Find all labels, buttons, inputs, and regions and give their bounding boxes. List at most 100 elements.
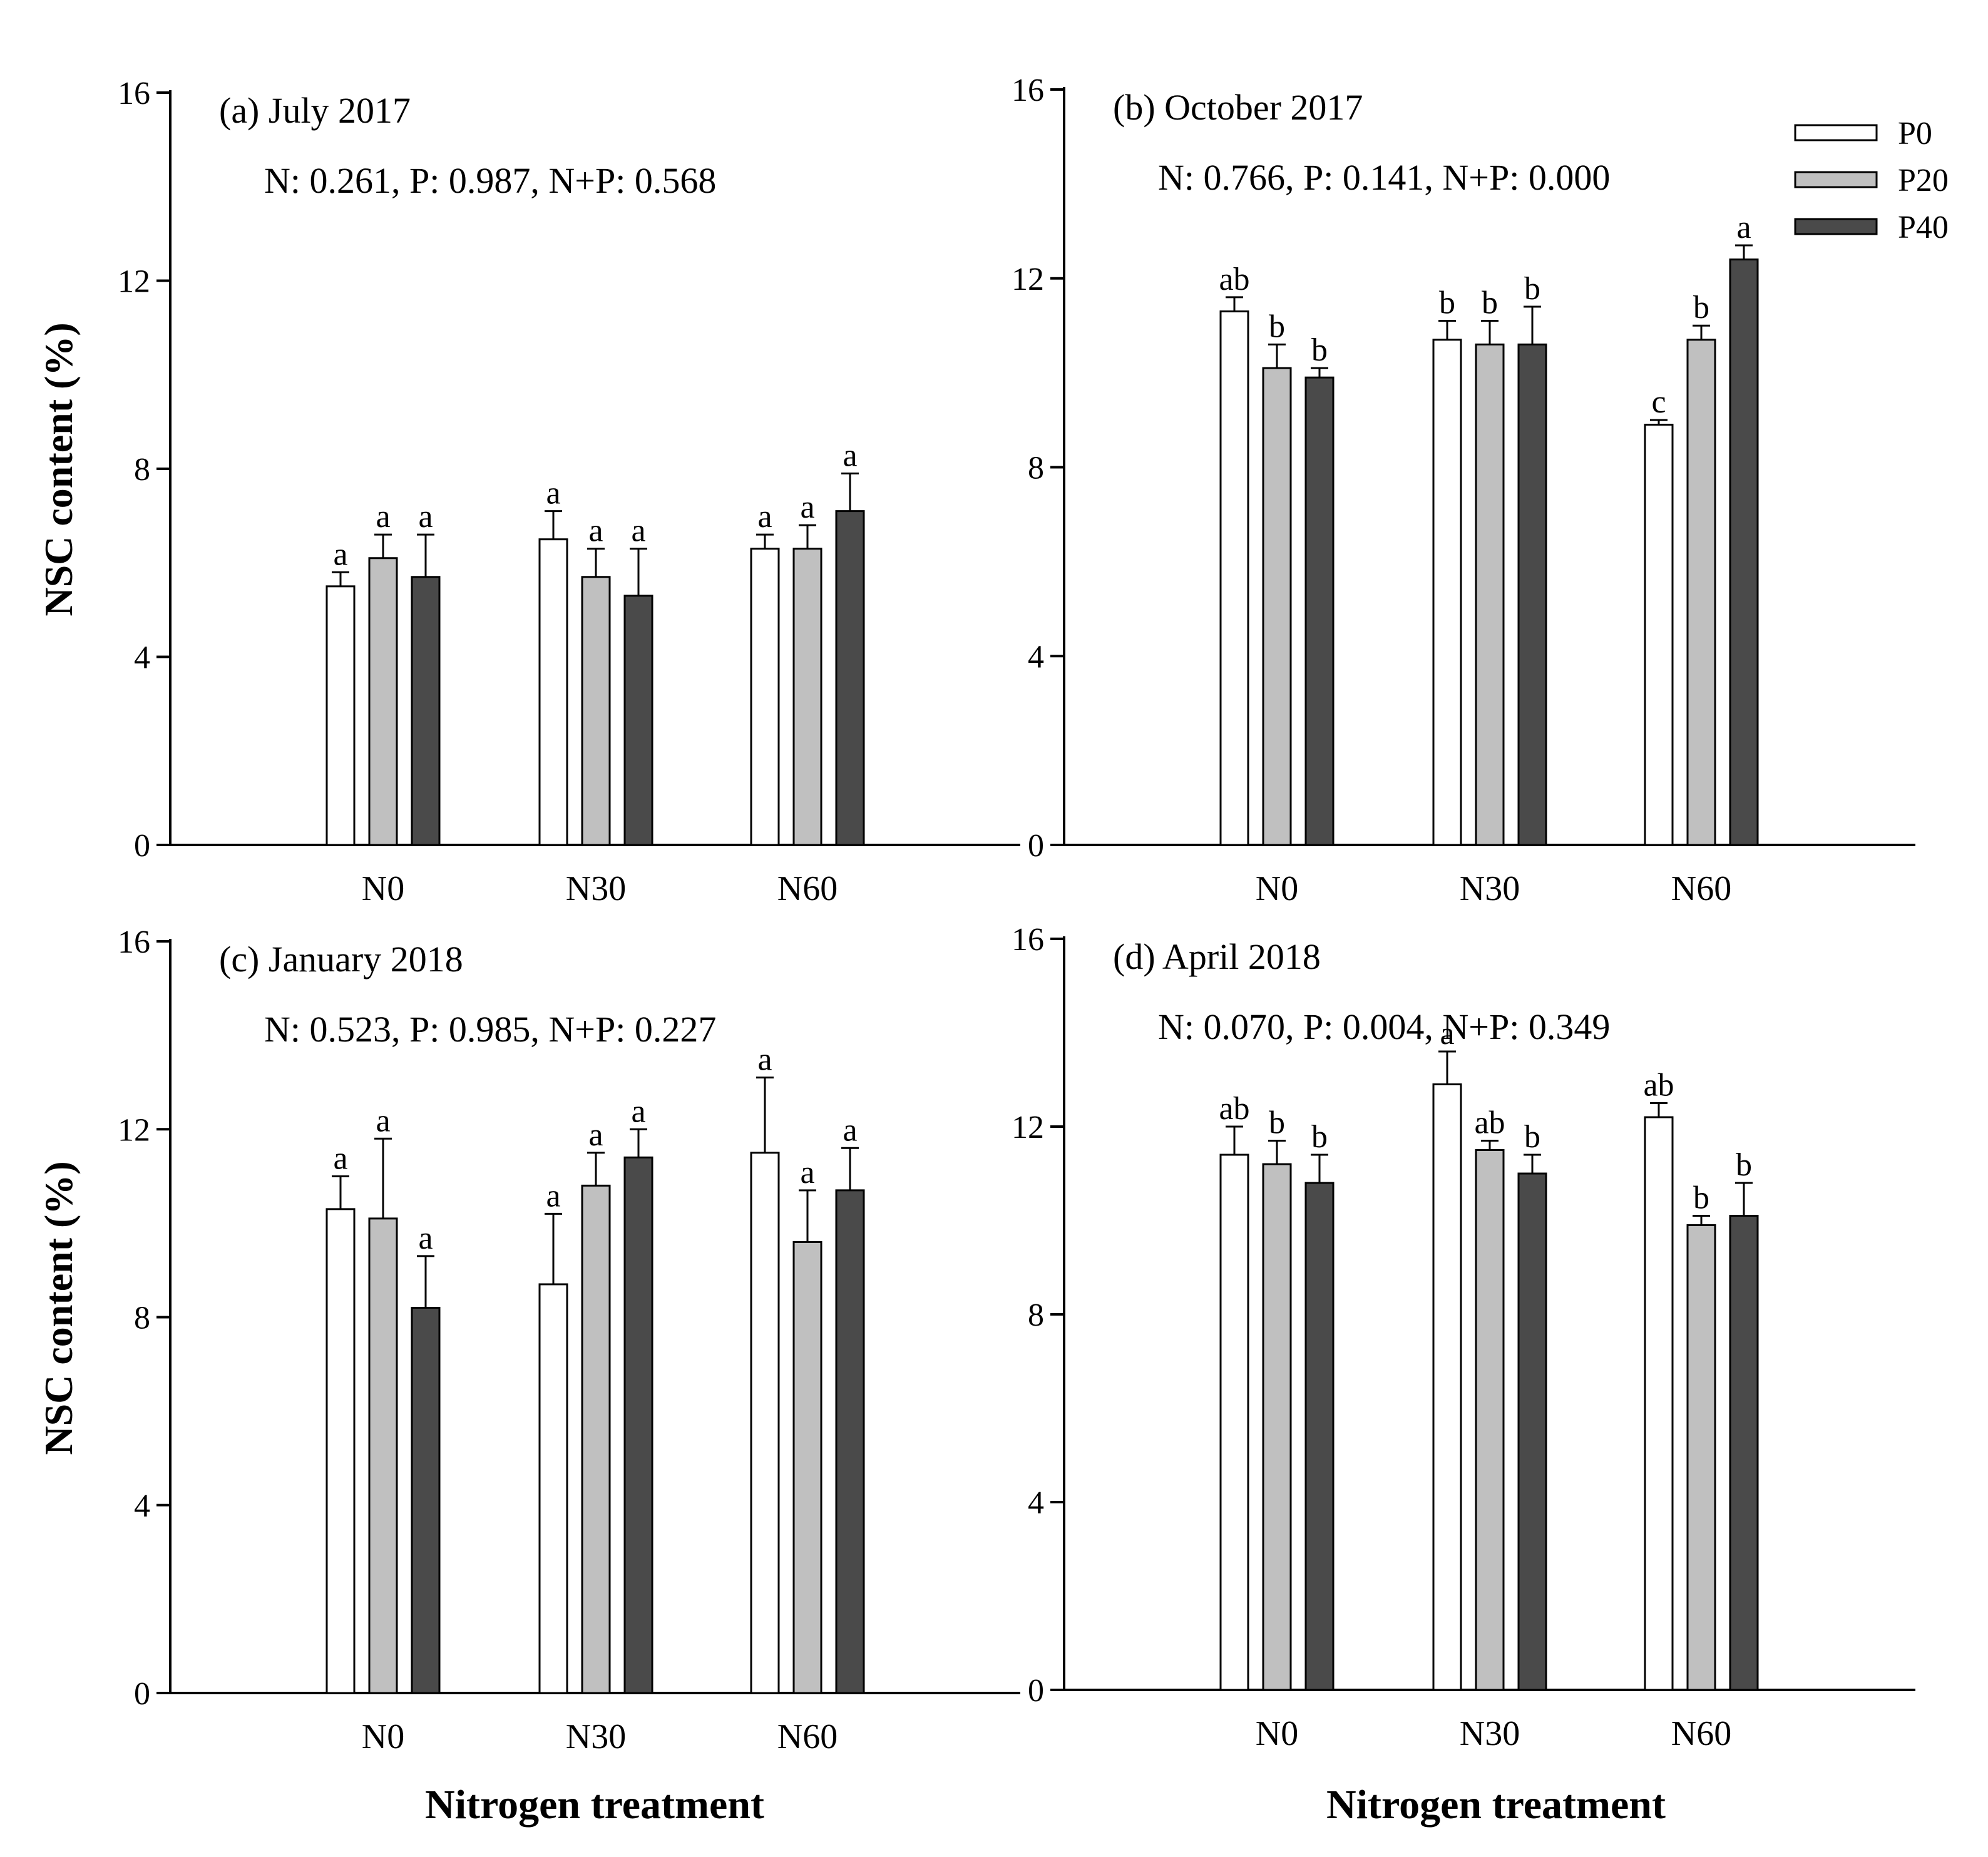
y-tick-label: 16 [118, 924, 150, 960]
bar-n60-p40 [1729, 258, 1759, 846]
y-tick-label: 12 [118, 264, 150, 300]
significance-letter: a [800, 1155, 814, 1190]
panel-title: (d) April 2018 [1113, 936, 1321, 977]
significance-letter: a [588, 1117, 603, 1153]
y-axis-label-top: NSC content (%) [36, 322, 81, 616]
x-axis-label-right: Nitrogen treatment [1326, 1782, 1666, 1828]
y-axis-label-bottom: NSC content (%) [36, 1161, 81, 1455]
legend-label-p20: P20 [1898, 163, 1949, 198]
x-tick-label: N60 [777, 1717, 838, 1756]
bar-n0-p20 [1262, 1163, 1292, 1691]
significance-letter: b [1311, 1119, 1328, 1155]
y-tick-label: 12 [1012, 1110, 1044, 1145]
bar-n0-p0 [325, 1208, 356, 1694]
significance-letter: a [631, 1093, 645, 1129]
significance-letter: a [418, 499, 433, 535]
panel-title: (b) October 2017 [1113, 87, 1363, 128]
significance-letter: a [546, 476, 560, 511]
panel-title: (c) January 2018 [219, 939, 463, 980]
significance-letter: a [1736, 210, 1751, 245]
x-tick-label: N60 [1671, 869, 1731, 908]
bar-n60-p40 [835, 1189, 865, 1694]
bar-n60-p20 [792, 1241, 822, 1694]
significance-letter: a [588, 513, 603, 549]
bar-n60-p0 [1644, 1116, 1674, 1691]
bar-n60-p0 [750, 548, 780, 846]
bar-n0-p20 [368, 1217, 398, 1694]
bar-n0-p20 [1262, 367, 1292, 846]
significance-letter: a [376, 499, 390, 535]
panel-stats: N: 0.070, P: 0.004, N+P: 0.349 [1158, 1006, 1610, 1047]
bar-n30-p20 [581, 576, 611, 846]
panel-3: 0 4 8 12 16 (c) January 2018 N: 0.523, P: 0.98… [118, 924, 1020, 1756]
significance-letter: c [1651, 384, 1666, 420]
x-tick-label: N0 [1256, 869, 1298, 908]
panel-4: 0 4 8 12 16 (d) April 2018 N: 0.070, P: 0.004,… [1012, 922, 1915, 1753]
panel-stats: N: 0.261, P: 0.987, N+P: 0.568 [264, 160, 716, 201]
x-tick-label: N0 [362, 869, 404, 908]
panel-2: 0 4 8 12 16 (b) October 2017 N: 0.766, P: 0.14… [1012, 73, 1915, 908]
x-axis-label-left: Nitrogen treatment [425, 1782, 764, 1828]
x-tick-label: N30 [1460, 869, 1520, 908]
panel-stats: N: 0.766, P: 0.141, N+P: 0.000 [1158, 157, 1610, 198]
y-tick-label: 8 [134, 1301, 150, 1336]
y-tick-label: 4 [1028, 639, 1044, 675]
significance-letter: b [1482, 285, 1498, 321]
significance-letter: b [1269, 309, 1285, 344]
panel-title: (a) July 2017 [219, 90, 411, 131]
significance-letter: ab [1474, 1105, 1505, 1141]
significance-letter: a [631, 513, 645, 549]
y-tick-label: 8 [1028, 451, 1044, 486]
bar-n30-p20 [581, 1184, 611, 1694]
y-tick-label: 16 [118, 76, 150, 111]
x-tick-label: N60 [777, 869, 838, 908]
bar-n60-p20 [1686, 1224, 1716, 1691]
y-tick-label: 16 [1012, 73, 1044, 108]
significance-letter: a [418, 1220, 433, 1256]
bar-n30-p0 [1432, 1083, 1462, 1691]
significance-letter: a [546, 1178, 560, 1214]
legend-label-p0: P0 [1898, 116, 1932, 151]
panel-stats: N: 0.523, P: 0.985, N+P: 0.227 [264, 1009, 716, 1050]
y-tick-label: 0 [134, 828, 150, 864]
x-tick-label: N60 [1671, 1714, 1731, 1753]
y-tick-label: 0 [1028, 828, 1044, 864]
significance-letter: ab [1219, 262, 1249, 297]
significance-letter: a [757, 1042, 772, 1078]
bar-n30-p0 [538, 538, 568, 846]
x-tick-label: N30 [566, 869, 626, 908]
significance-letter: a [843, 438, 857, 474]
significance-letter: a [1440, 1016, 1454, 1051]
bar-n60-p0 [750, 1152, 780, 1694]
x-tick-label: N30 [566, 1717, 626, 1756]
bar-n0-p0 [1219, 1154, 1249, 1691]
bar-n60-p20 [792, 548, 822, 846]
panel-1: 0 4 8 12 16 (a) July 2017 N: 0.261, P: 0.987, … [118, 76, 1020, 908]
bar-n30-p40 [623, 1156, 653, 1694]
significance-letter: b [1269, 1105, 1285, 1141]
bar-n60-p20 [1686, 339, 1716, 846]
significance-letter: a [333, 536, 347, 572]
significance-letter: b [1439, 285, 1455, 321]
x-tick-label: N0 [362, 1717, 404, 1756]
legend-swatch-p0 [1794, 124, 1878, 141]
significance-letter: a [757, 499, 772, 535]
significance-letter: a [333, 1140, 347, 1176]
bar-n60-p0 [1644, 424, 1674, 846]
legend-label-p40: P40 [1898, 210, 1949, 245]
y-tick-label: 8 [1028, 1297, 1044, 1333]
bar-n0-p40 [1304, 376, 1335, 846]
significance-letter: b [1524, 1119, 1540, 1155]
bar-n30-p20 [1475, 1149, 1505, 1691]
bar-n0-p40 [411, 576, 441, 846]
bar-n0-p0 [325, 585, 356, 846]
bar-n60-p40 [1729, 1215, 1759, 1691]
significance-letter: b [1311, 332, 1328, 368]
y-tick-label: 16 [1012, 922, 1044, 958]
significance-letter: b [1736, 1147, 1752, 1183]
bar-n30-p0 [538, 1283, 568, 1694]
legend-swatch-p40 [1794, 218, 1878, 235]
bar-n0-p20 [368, 557, 398, 846]
y-tick-label: 4 [1028, 1485, 1044, 1521]
